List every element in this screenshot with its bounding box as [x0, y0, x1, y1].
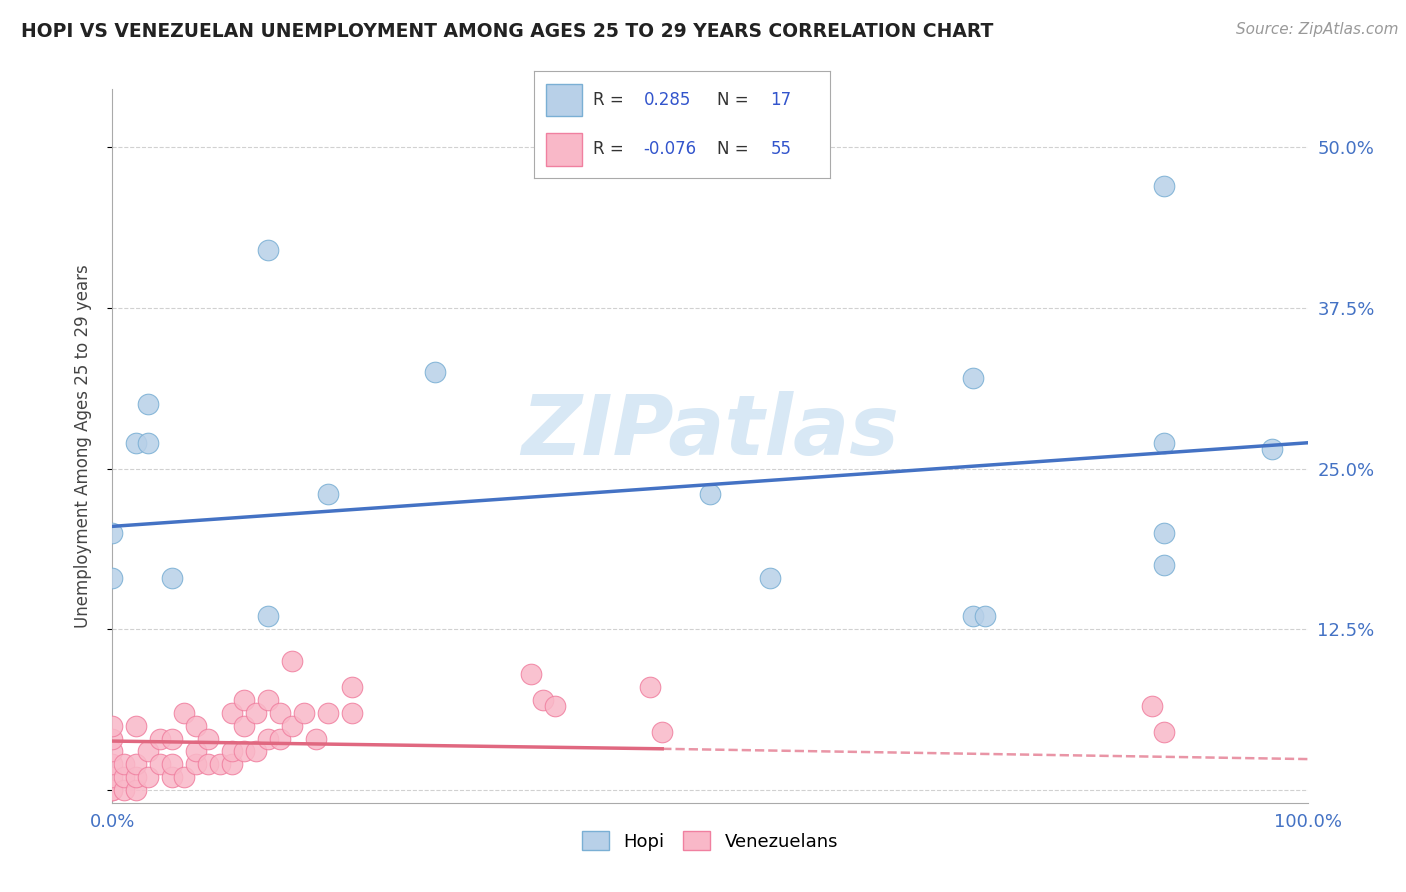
Point: [651, 725, 673, 739]
Point: [101, 731, 124, 746]
Point: [699, 487, 721, 501]
Point: [316, 487, 339, 501]
Point: [269, 706, 291, 720]
Point: [221, 706, 243, 720]
Point: [149, 757, 172, 772]
Point: [305, 731, 328, 746]
Text: Source: ZipAtlas.com: Source: ZipAtlas.com: [1236, 22, 1399, 37]
Point: [759, 571, 782, 585]
Point: [101, 744, 124, 758]
Point: [101, 783, 124, 797]
Text: 0.285: 0.285: [644, 91, 690, 109]
Point: [245, 706, 267, 720]
Point: [233, 693, 256, 707]
Text: ZIPatlas: ZIPatlas: [522, 392, 898, 472]
Point: [209, 757, 232, 772]
Point: [1153, 178, 1175, 193]
Point: [114, 770, 135, 784]
Point: [125, 435, 148, 450]
Bar: [546, 84, 582, 116]
Point: [101, 770, 124, 784]
Point: [197, 757, 219, 772]
Point: [125, 783, 148, 797]
Point: [1261, 442, 1284, 457]
Point: [233, 719, 256, 733]
Point: [197, 731, 219, 746]
Point: [101, 571, 124, 585]
Point: [257, 731, 280, 746]
Text: 55: 55: [770, 141, 792, 159]
Text: HOPI VS VENEZUELAN UNEMPLOYMENT AMONG AGES 25 TO 29 YEARS CORRELATION CHART: HOPI VS VENEZUELAN UNEMPLOYMENT AMONG AG…: [21, 22, 994, 41]
Point: [101, 757, 124, 772]
Point: [531, 693, 554, 707]
Point: [257, 693, 280, 707]
Text: N =: N =: [717, 141, 749, 159]
Point: [125, 719, 148, 733]
Point: [316, 706, 339, 720]
Point: [221, 757, 243, 772]
Point: [186, 744, 208, 758]
Point: [974, 609, 997, 624]
Point: [138, 435, 160, 450]
Text: R =: R =: [593, 141, 624, 159]
Point: [221, 744, 243, 758]
Point: [281, 719, 304, 733]
Point: [173, 706, 195, 720]
Point: [962, 609, 984, 624]
Point: [186, 757, 208, 772]
Legend: Hopi, Venezuelans: Hopi, Venezuelans: [575, 824, 845, 858]
Point: [1153, 525, 1175, 540]
Point: [233, 744, 256, 758]
Point: [101, 783, 124, 797]
Point: [257, 243, 280, 257]
Point: [149, 731, 172, 746]
Point: [257, 609, 280, 624]
Text: 17: 17: [770, 91, 792, 109]
Point: [138, 744, 160, 758]
Text: N =: N =: [717, 91, 749, 109]
Point: [425, 365, 447, 379]
Point: [640, 680, 662, 694]
Point: [101, 719, 124, 733]
Y-axis label: Unemployment Among Ages 25 to 29 years: Unemployment Among Ages 25 to 29 years: [73, 264, 91, 628]
Point: [101, 525, 124, 540]
Point: [1153, 725, 1175, 739]
Point: [138, 770, 160, 784]
Point: [125, 757, 148, 772]
Point: [962, 371, 984, 385]
Point: [340, 706, 363, 720]
Point: [340, 680, 363, 694]
Point: [1153, 435, 1175, 450]
Point: [162, 770, 183, 784]
Point: [292, 706, 315, 720]
Point: [114, 757, 135, 772]
Bar: [546, 134, 582, 166]
Point: [173, 770, 195, 784]
Point: [543, 699, 565, 714]
Point: [162, 571, 183, 585]
Point: [245, 744, 267, 758]
Text: -0.076: -0.076: [644, 141, 696, 159]
Point: [125, 770, 148, 784]
Point: [114, 783, 135, 797]
Point: [162, 757, 183, 772]
Point: [281, 654, 304, 668]
Point: [162, 731, 183, 746]
Point: [269, 731, 291, 746]
Point: [520, 667, 543, 681]
Point: [186, 719, 208, 733]
Point: [138, 397, 160, 411]
Point: [1142, 699, 1164, 714]
Point: [1153, 558, 1175, 572]
Text: R =: R =: [593, 91, 624, 109]
